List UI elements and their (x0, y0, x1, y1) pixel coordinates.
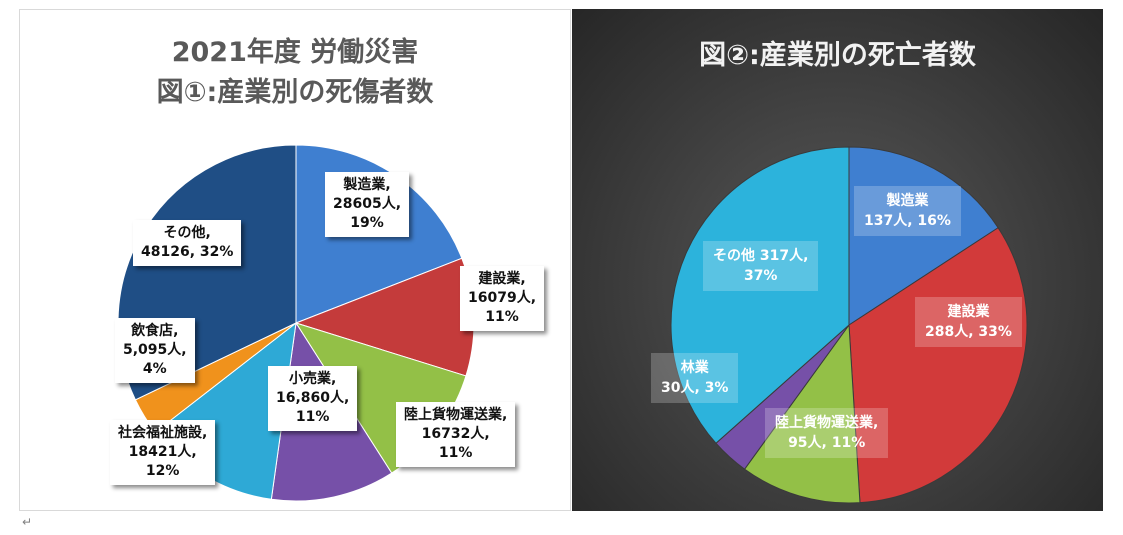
data-label-line: 建設業 (947, 304, 990, 320)
data-label-line: 48126, 32% (141, 244, 234, 260)
data-label-line: 5,095人, (123, 342, 187, 358)
data-label-2: 陸上貨物運送業, 16732人, 11% (396, 402, 516, 467)
data-label-line: 12% (145, 463, 180, 479)
data-label-0: 製造業 137人, 16% (854, 186, 961, 236)
data-label-line: 陸上貨物運送業, (404, 407, 508, 423)
data-label-line: 林業 (680, 360, 709, 376)
chart-title: 2021年度 労働災害 (171, 37, 419, 68)
pie-slice-2 (743, 323, 861, 504)
data-label-3: 林業 30人, 3% (651, 353, 739, 403)
data-label-line: 飲食店, (131, 323, 179, 339)
data-label-line: 28605人, (333, 196, 402, 212)
pie-slice-1 (848, 227, 1028, 504)
data-label-1: 建設業 288人, 33% (915, 297, 1022, 347)
data-label-line: 11% (438, 445, 473, 461)
pie-slice-0 (848, 146, 999, 326)
data-label-3: 小売業, 16,860人, 11% (268, 366, 358, 431)
data-label-1: 建設業, 16079人, 11% (460, 266, 545, 331)
data-label-line: その他 317人, (713, 248, 809, 264)
data-label-line: 11% (295, 409, 330, 425)
data-label-line: 小売業, (289, 371, 337, 387)
data-label-line: 18421人, (128, 444, 197, 460)
data-label-line: 37% (743, 268, 778, 284)
data-label-line: 16732人, (421, 426, 490, 442)
pie-chart-fatalities (670, 146, 1028, 504)
data-label-line: 陸上貨物運送業, (775, 415, 879, 431)
paragraph-return-mark: ↵ (22, 515, 33, 529)
data-label-line: 95人, 11% (788, 435, 866, 451)
data-label-line: 19% (350, 215, 384, 231)
data-label-line: 製造業 (886, 193, 929, 209)
data-label-line: 社会福祉施設, (118, 425, 208, 441)
data-label-line: 30人, 3% (661, 380, 729, 396)
data-label-0: 製造業, 28605人, 19% (325, 172, 410, 237)
chart-subtitle: 図①:産業別の死傷者数 (156, 77, 434, 108)
data-label-line: 建設業, (478, 271, 526, 287)
data-label-line: 16079人, (468, 290, 537, 306)
data-label-line: 製造業, (343, 177, 391, 193)
data-label-2: 陸上貨物運送業, 95人, 11% (765, 408, 889, 458)
chart-title: 図②:産業別の死亡者数 (699, 40, 976, 71)
data-label-4: その他 317人, 37% (703, 241, 819, 291)
data-label-5: 飲食店, 5,095人, 4% (115, 318, 195, 383)
data-label-4: 社会福祉施設, 18421人, 12% (110, 420, 216, 485)
pie-slice-4 (670, 146, 850, 444)
data-label-line: 288人, 33% (925, 324, 1012, 340)
data-label-line: 11% (485, 309, 519, 325)
data-label-line: 4% (142, 361, 167, 377)
chart-panel-left: 2021年度 労働災害 図①:産業別の死傷者数 製造業, 28605人, 19% 建設… (19, 9, 571, 511)
data-label-6: その他, 48126, 32% (133, 220, 242, 266)
chart-panel-right: 図②:産業別の死亡者数 製造業 137人, 16% 建設業 288人, 33% 陸上貨物… (572, 9, 1103, 511)
data-label-line: 137人, 16% (864, 213, 951, 229)
data-label-line: その他, (163, 225, 211, 241)
data-label-line: 16,860人, (276, 390, 350, 406)
